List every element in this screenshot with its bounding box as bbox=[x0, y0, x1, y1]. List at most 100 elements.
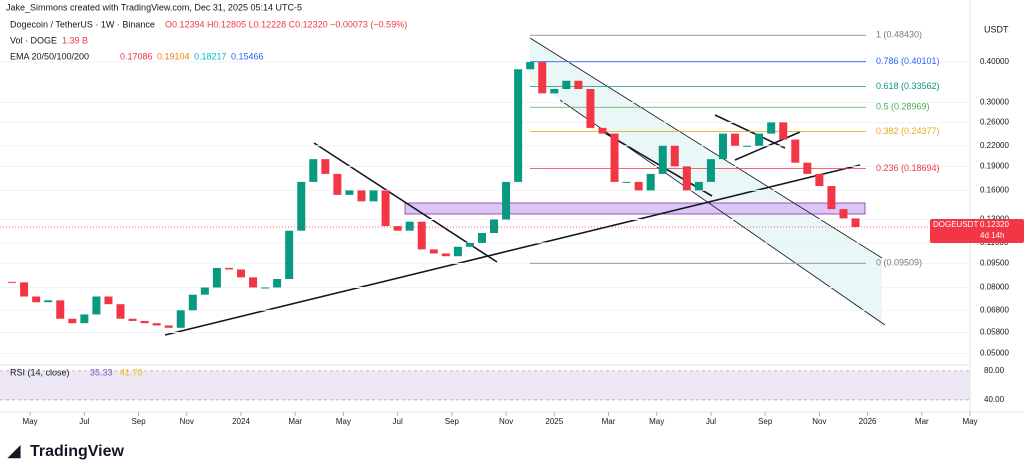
candle bbox=[176, 310, 185, 328]
candle bbox=[321, 159, 330, 174]
y-tick-label: 0.08000 bbox=[980, 283, 1009, 292]
candle bbox=[309, 159, 318, 182]
fib-label: 0.382 (0.24377) bbox=[876, 126, 940, 136]
zone bbox=[0, 371, 970, 400]
candle bbox=[490, 219, 499, 234]
candle bbox=[56, 300, 65, 319]
x-tick-label: Mar bbox=[602, 417, 616, 426]
channel bbox=[530, 38, 882, 325]
fib-label: 0.5 (0.28969) bbox=[876, 102, 930, 112]
trendline bbox=[313, 142, 498, 263]
candle bbox=[104, 296, 113, 305]
candle bbox=[586, 89, 595, 128]
fib-label: 0.618 (0.33562) bbox=[876, 81, 940, 91]
candle bbox=[441, 253, 450, 257]
volume-label: Vol · DOGE bbox=[10, 35, 57, 45]
x-tick-label: Nov bbox=[499, 417, 513, 426]
candle bbox=[345, 190, 354, 195]
candle bbox=[249, 277, 258, 288]
y-tick-label: 0.19000 bbox=[980, 161, 1009, 170]
ohlc: O0.12394 H0.12805 L0.12228 C0.12320 −0.0… bbox=[165, 19, 407, 29]
volume-value: 1.39 B bbox=[62, 35, 88, 45]
author-line: Jake_Simmons created with TradingView.co… bbox=[6, 2, 302, 12]
candle bbox=[718, 133, 727, 160]
candle bbox=[743, 145, 752, 147]
rsi-tick-label: 40.00 bbox=[984, 395, 1005, 404]
candle bbox=[477, 233, 486, 243]
symbol: Dogecoin / TetherUS · 1W · Binance bbox=[10, 19, 155, 29]
candle bbox=[140, 320, 149, 324]
ema-value: 0.17086 bbox=[120, 51, 153, 61]
candle bbox=[550, 89, 559, 94]
candle bbox=[200, 287, 209, 295]
y-tick-label: 0.30000 bbox=[980, 97, 1009, 106]
trendline bbox=[164, 164, 861, 336]
x-tick-label: May bbox=[962, 417, 977, 426]
zone bbox=[404, 202, 866, 215]
candle bbox=[622, 181, 631, 183]
y-tick-label: 0.40000 bbox=[980, 57, 1009, 66]
candle bbox=[357, 190, 366, 202]
candle bbox=[502, 181, 511, 220]
candle bbox=[670, 145, 679, 167]
y-tick-label: 0.26000 bbox=[980, 118, 1009, 127]
candle bbox=[285, 230, 294, 279]
candle bbox=[598, 127, 607, 134]
x-tick-label: Jul bbox=[79, 417, 89, 426]
y-tick-label: 0.05000 bbox=[980, 348, 1009, 357]
candle bbox=[610, 133, 619, 182]
candle bbox=[80, 314, 89, 324]
candle bbox=[152, 323, 161, 326]
ema-label: EMA 20/50/100/200 bbox=[10, 51, 89, 61]
candle bbox=[646, 173, 655, 191]
candle bbox=[224, 267, 233, 270]
x-tick-label: Sep bbox=[445, 417, 460, 426]
candle bbox=[261, 287, 270, 289]
candle bbox=[839, 209, 848, 219]
price-badge bbox=[930, 219, 1024, 244]
x-tick-label: 2026 bbox=[859, 417, 877, 426]
candle bbox=[779, 122, 788, 140]
y-tick-label: 0.05800 bbox=[980, 328, 1009, 337]
trendline bbox=[599, 129, 713, 197]
candle bbox=[574, 80, 583, 90]
candle bbox=[20, 282, 29, 297]
candle bbox=[297, 181, 306, 231]
rsi-value: 41.70 bbox=[120, 367, 143, 377]
candle bbox=[128, 318, 137, 321]
candle bbox=[116, 304, 125, 319]
candle bbox=[767, 122, 776, 134]
candle bbox=[164, 325, 173, 328]
candle bbox=[405, 221, 414, 231]
candle bbox=[851, 218, 860, 228]
candle bbox=[236, 269, 245, 278]
logo: ◢ bbox=[7, 443, 21, 460]
rsi-label: RSI (14, close) bbox=[10, 367, 70, 377]
candle bbox=[538, 62, 547, 94]
candle bbox=[526, 62, 535, 70]
y-tick-label: 0.22000 bbox=[980, 141, 1009, 150]
ema-value: 0.15466 bbox=[231, 51, 264, 61]
x-tick-label: Nov bbox=[180, 417, 194, 426]
badge-price: 0.12320 bbox=[980, 220, 1009, 229]
x-tick-label: Mar bbox=[915, 417, 929, 426]
fib-label: 0.786 (0.40101) bbox=[876, 56, 940, 66]
x-tick-label: Jul bbox=[706, 417, 716, 426]
candle bbox=[682, 166, 691, 191]
candle bbox=[634, 181, 643, 191]
candle bbox=[333, 173, 342, 195]
candle bbox=[827, 186, 836, 210]
x-tick-label: Nov bbox=[812, 417, 826, 426]
y-tick-label: 0.09500 bbox=[980, 259, 1009, 268]
candle bbox=[803, 162, 812, 174]
x-tick-label: May bbox=[649, 417, 664, 426]
candle bbox=[417, 221, 426, 250]
y-tick-label: 0.06800 bbox=[980, 305, 1009, 314]
y-tick-label: 0.16000 bbox=[980, 186, 1009, 195]
candle bbox=[514, 69, 523, 182]
candle bbox=[32, 296, 41, 303]
x-tick-label: Sep bbox=[131, 417, 146, 426]
trendline bbox=[529, 37, 883, 259]
